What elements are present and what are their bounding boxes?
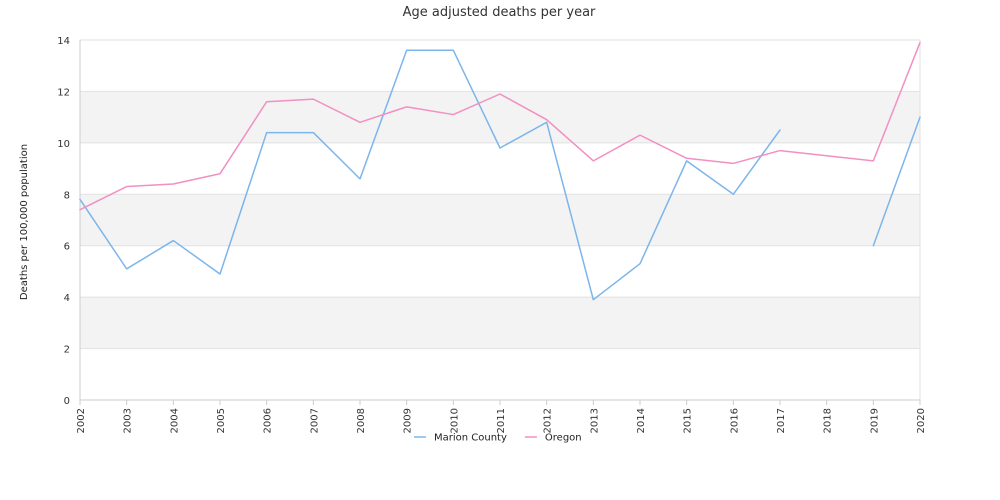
y-tick-label: 8 [64, 190, 70, 201]
y-tick-label: 0 [64, 396, 70, 407]
y-tick-label: 6 [64, 242, 70, 253]
plot-band [80, 194, 920, 246]
grid-lines [80, 39, 920, 401]
x-tick-label: 2007 [309, 408, 320, 433]
x-tick-label: 2011 [496, 408, 507, 433]
legend-label: Marion County [434, 433, 507, 444]
y-tick-label: 14 [57, 36, 70, 47]
series-line [79, 49, 921, 301]
x-tick-label: 2003 [123, 408, 134, 433]
plot-band [80, 91, 920, 143]
x-tick-label: 2010 [449, 408, 460, 433]
y-tick-label: 4 [64, 293, 70, 304]
y-axis-title: Deaths per 100,000 population [19, 144, 30, 300]
y-tick-label: 10 [57, 139, 70, 150]
x-tick-label: 2004 [169, 408, 180, 433]
x-tick-label: 2014 [636, 408, 647, 433]
legend-item[interactable]: Oregon [524, 433, 582, 444]
x-tick-label: 2013 [589, 408, 600, 433]
y-tick-label: 2 [64, 345, 70, 356]
plot-band [80, 297, 920, 349]
x-tick-label: 2002 [76, 408, 87, 433]
x-tick-label: 2016 [729, 408, 740, 433]
x-tick-labels: 2002 2003 2004 2005 2006 2007 2008 2009 2010 2011… [76, 400, 927, 433]
x-tick-label: 2017 [776, 408, 787, 433]
x-tick-label: 2015 [683, 408, 694, 433]
x-tick-label: 2009 [403, 408, 414, 433]
x-tick-label: 2018 [823, 408, 834, 433]
series-line [79, 41, 921, 211]
y-tick-labels: 0 2 4 6 8 10 12 14 [57, 36, 70, 407]
x-tick-label: 2008 [356, 408, 367, 433]
x-tick-label: 2005 [216, 408, 227, 433]
x-tick-label: 2020 [916, 408, 927, 433]
x-tick-label: 2006 [263, 408, 274, 433]
x-tick-label: 2012 [543, 408, 554, 433]
plot-bands [80, 91, 920, 349]
x-tick-label: 2019 [869, 408, 880, 433]
chart-title: Age adjusted deaths per year [403, 5, 596, 20]
series-lines [79, 41, 921, 301]
y-tick-label: 12 [57, 87, 70, 98]
legend[interactable]: Marion County Oregon [414, 433, 582, 444]
legend-item[interactable]: Marion County [414, 433, 507, 444]
legend-label: Oregon [545, 433, 582, 444]
